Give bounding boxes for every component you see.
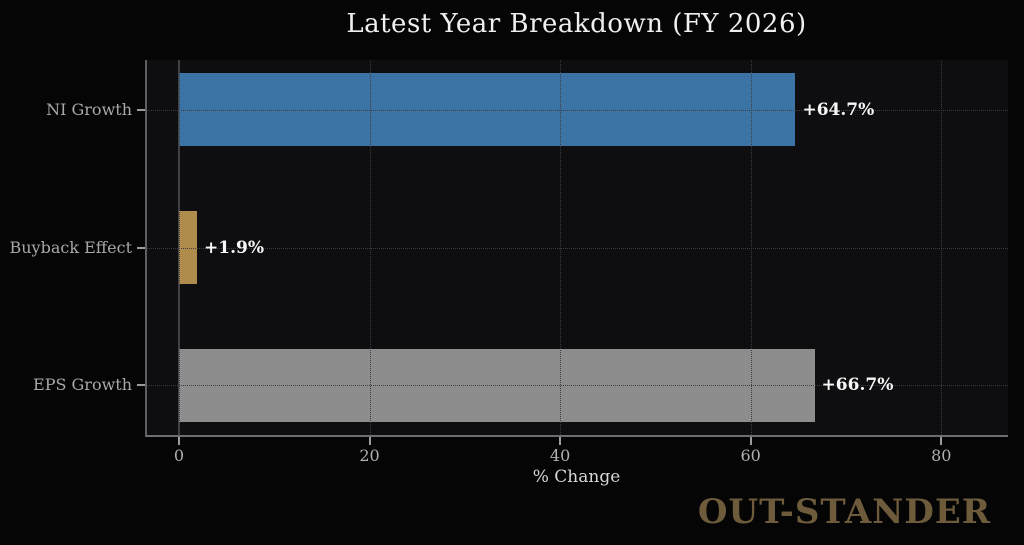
plot-area: +64.7% +1.9% +66.7% [145, 60, 1008, 437]
x-tick-label: 0 [173, 446, 185, 465]
horizontal-gridline [147, 109, 1008, 111]
x-tick-mark [368, 437, 371, 445]
x-tick-mark [940, 437, 943, 445]
bar-value-label: +64.7% [802, 99, 875, 120]
y-tick-label: EPS Growth [33, 375, 132, 395]
vertical-gridline [560, 60, 562, 435]
horizontal-gridline [147, 385, 1008, 387]
x-tick-mark [559, 437, 562, 445]
x-tick-label: 60 [740, 446, 761, 465]
y-tick-label: Buyback Effect [9, 237, 132, 257]
chart-title: Latest Year Breakdown (FY 2026) [346, 9, 807, 39]
y-tick-mark [137, 246, 145, 249]
bar-value-label: +1.9% [204, 237, 264, 258]
horizontal-gridline [147, 247, 1008, 249]
vertical-gridline [750, 60, 752, 435]
vertical-gridline [369, 60, 371, 435]
x-tick-label: 80 [931, 446, 952, 465]
x-tick-label: 20 [359, 446, 380, 465]
vertical-gridline [178, 60, 180, 435]
y-tick-mark [137, 108, 145, 111]
x-axis-label: % Change [532, 467, 621, 487]
x-tick-mark [177, 437, 180, 445]
vertical-gridline [941, 60, 943, 435]
y-tick-mark [137, 384, 145, 387]
watermark-logo: OUT-STANDER [697, 492, 991, 532]
x-tick-label: 40 [549, 446, 571, 465]
x-tick-mark [749, 437, 752, 445]
y-tick-label: NI Growth [46, 99, 132, 119]
bar-value-label: +66.7% [821, 375, 894, 396]
